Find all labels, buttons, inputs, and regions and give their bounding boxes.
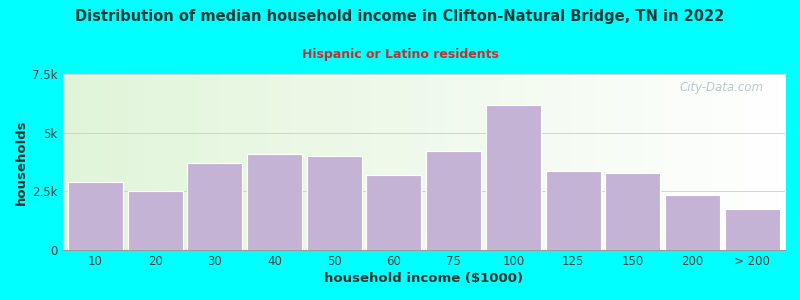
- Bar: [68, 182, 123, 250]
- Text: Hispanic or Latino residents: Hispanic or Latino residents: [302, 48, 498, 61]
- Bar: [665, 195, 720, 250]
- Bar: [725, 209, 780, 250]
- Bar: [187, 163, 242, 250]
- Bar: [366, 175, 422, 250]
- Bar: [486, 104, 541, 250]
- Bar: [546, 171, 601, 250]
- Y-axis label: households: households: [15, 119, 28, 205]
- Text: City-Data.com: City-Data.com: [679, 81, 763, 94]
- X-axis label: household income ($1000): household income ($1000): [324, 272, 523, 285]
- Bar: [306, 156, 362, 250]
- Bar: [426, 152, 481, 250]
- Text: Distribution of median household income in Clifton-Natural Bridge, TN in 2022: Distribution of median household income …: [75, 9, 725, 24]
- Bar: [128, 191, 182, 250]
- Bar: [247, 154, 302, 250]
- Bar: [606, 172, 660, 250]
